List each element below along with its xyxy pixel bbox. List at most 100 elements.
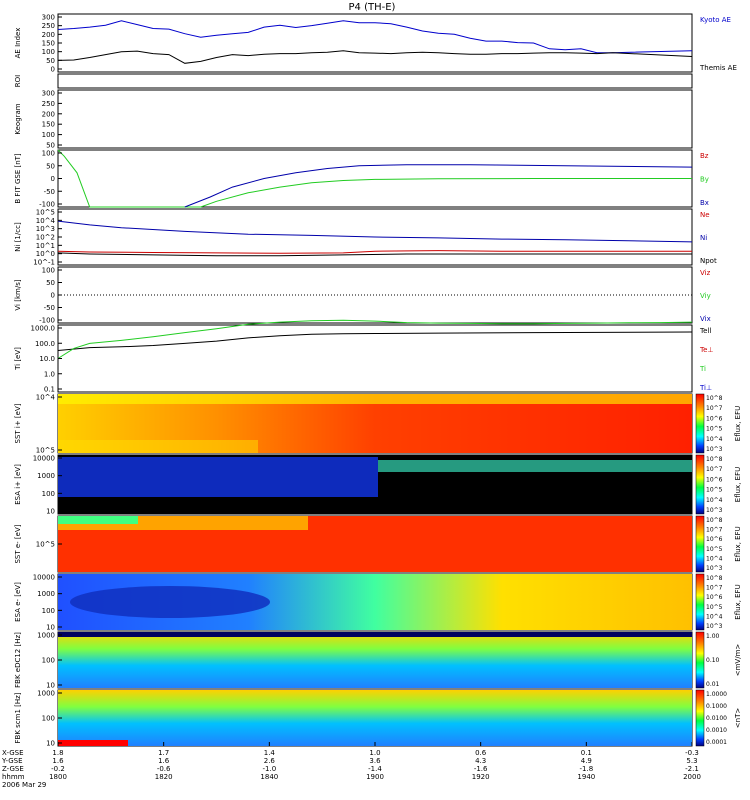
colorbar-label-sst_e: Eflux, EFU: [734, 526, 742, 561]
series-line-bfield-2: [184, 164, 693, 208]
xaxis-row-label: Z-GSE: [2, 765, 24, 773]
ytick-density: 10^3: [36, 225, 55, 233]
xaxis-value: 5.3: [686, 757, 697, 765]
colorbar-tick-sst_e: 10^5: [706, 546, 723, 553]
xaxis-value: -0.6: [157, 765, 171, 773]
ylabel-sst_e: SST e- [eV]: [14, 524, 22, 563]
panel-frame-velocity: [57, 266, 693, 324]
ytick-fbk_b: 100: [42, 715, 55, 723]
colorbar-tick-sst_i: 10^4: [706, 436, 723, 443]
ytick-sst_i: 10^5: [36, 447, 55, 455]
xaxis-value: 1.7: [158, 749, 169, 757]
ytick-temperature: 1000.0: [31, 325, 56, 333]
colorbar-esa_e: [695, 573, 705, 631]
colorbar-tick-fbk_b: 0.0010: [706, 727, 727, 734]
ytick-ae: 100: [42, 48, 55, 56]
ytick-ae: 200: [42, 31, 55, 39]
legend-velocity-2: Vix: [700, 315, 711, 323]
ytick-temperature: 10.0: [39, 355, 55, 363]
colorbar-tick-esa_e: 10^7: [706, 585, 723, 592]
ytick-velocity: 100: [42, 267, 55, 275]
colorbar-tick-fbk_b: 0.0100: [706, 715, 727, 722]
xaxis-row-label: Y-GSE: [1, 757, 23, 765]
series-line-density-2: [57, 252, 692, 257]
ytick-esa_i: 100: [42, 490, 55, 498]
ylabel-density: Ni [1/cc]: [14, 222, 22, 252]
colorbar-tick-sst_e: 10^8: [706, 517, 723, 524]
fbk-e-spectrogram: [58, 632, 692, 688]
xaxis-date: 2006 Mar 29: [2, 781, 46, 789]
ylabel-velocity: Vi [km/s]: [14, 279, 22, 310]
legend-temperature-2: Ti: [699, 365, 706, 373]
legend-temperature-3: Ti⊥: [699, 384, 712, 392]
xaxis-value: 3.6: [369, 757, 381, 765]
xaxis-value: -1.4: [368, 765, 382, 773]
ytick-esa_i: 10: [46, 508, 55, 516]
legend-ae-0: Kyoto AE: [700, 16, 731, 24]
ytick-bfield: -50: [44, 188, 55, 196]
ytick-fbk_b: 1000: [37, 690, 55, 698]
ytick-keogram: 100: [42, 131, 55, 139]
xaxis-value: 1.4: [264, 749, 276, 757]
x-axis: X-GSE 1.8 1.7 1.4 1.0 0.6 0.1 -0.3 Y-GSE 1.6 1.6 2.…: [1, 742, 701, 789]
colorbar-tick-esa_i: 10^3: [706, 507, 723, 514]
xaxis-value: 1.6: [158, 757, 170, 765]
ytick-keogram: 50: [46, 142, 55, 150]
ytick-temperature: 0.1: [44, 386, 55, 394]
legend-velocity-0: Viz: [700, 269, 711, 277]
xaxis-value: 1920: [472, 773, 490, 781]
xaxis-value: 0.1: [581, 749, 592, 757]
colorbar-tick-sst_e: 10^6: [706, 536, 723, 543]
colorbar-label-esa_i: Eflux, EFU: [734, 467, 742, 502]
ytick-density: 10^2: [36, 234, 55, 242]
ytick-density: 10^1: [36, 242, 55, 250]
ylabel-sst_i: SST i+ [eV]: [14, 403, 22, 443]
ytick-density: 10^4: [36, 217, 56, 225]
chart-title: P4 (TH-E): [349, 2, 396, 13]
ytick-esa_e: 10000: [33, 574, 55, 582]
legend-temperature-0: Tell: [699, 327, 711, 335]
series-line-ae-1: [57, 50, 693, 64]
xaxis-value: 1.6: [52, 757, 64, 765]
xaxis-value: 1940: [577, 773, 595, 781]
legend-temperature-1: Te⊥: [699, 346, 714, 354]
colorbar-tick-fbk_e: 1.00: [706, 633, 720, 640]
esa-ion-spectrogram: [58, 455, 692, 514]
ylabel-fbk_b: FBK scm1 [Hz]: [14, 692, 22, 743]
xaxis-value: -1.6: [474, 765, 488, 773]
ylabel-roi: ROI: [14, 75, 22, 87]
legend-bfield-2: Bx: [700, 199, 709, 207]
legend-velocity-1: Viy: [700, 292, 711, 300]
colorbars: 10^8 10^7 10^6 10^5 10^4 10^3 Eflux, EFU 10^8 10…: [695, 393, 742, 747]
legend-bfield-1: By: [700, 176, 709, 184]
ylabel-fbk_e: FBK eDC12 [Hz]: [14, 632, 22, 688]
xaxis-value: 1820: [155, 773, 173, 781]
xaxis-value: 1.8: [52, 749, 63, 757]
ytick-fbk_e: 10: [46, 682, 55, 690]
ytick-velocity: -50: [44, 304, 55, 312]
xaxis-value: 1800: [49, 773, 67, 781]
panel-frame-temperature: [57, 324, 693, 393]
ytick-ae: 150: [42, 40, 55, 48]
xaxis-value: -1.0: [262, 765, 276, 773]
panel-frame-roi: [57, 73, 693, 89]
colorbar-fbk_b: [695, 689, 705, 747]
colorbar-tick-fbk_e: 0.01: [706, 681, 720, 688]
series-line-bfield-1: [57, 149, 692, 208]
ytick-bfield: 0: [51, 175, 55, 183]
series-line-ae-0: [57, 20, 693, 54]
legend-density-0: Ne: [700, 211, 710, 219]
ytick-esa_e: 100: [42, 607, 55, 615]
xaxis-value: -0.3: [685, 749, 699, 757]
colorbar-label-fbk_b: <nT>: [734, 708, 742, 729]
ytick-fbk_e: 100: [42, 657, 55, 665]
xaxis-value: -1.8: [579, 765, 593, 773]
colorbar-tick-fbk_e: 0.10: [706, 657, 720, 664]
colorbar-tick-esa_i: 10^8: [706, 456, 723, 463]
ylabel-esa_e: ESA e- [eV]: [14, 582, 22, 622]
ytick-bfield: -100: [39, 201, 55, 209]
colorbar-esa_i: [695, 454, 705, 515]
ytick-density: 10^5: [36, 209, 55, 217]
ytick-ae: 0: [51, 66, 55, 74]
ytick-fbk_b: 10: [46, 740, 55, 748]
